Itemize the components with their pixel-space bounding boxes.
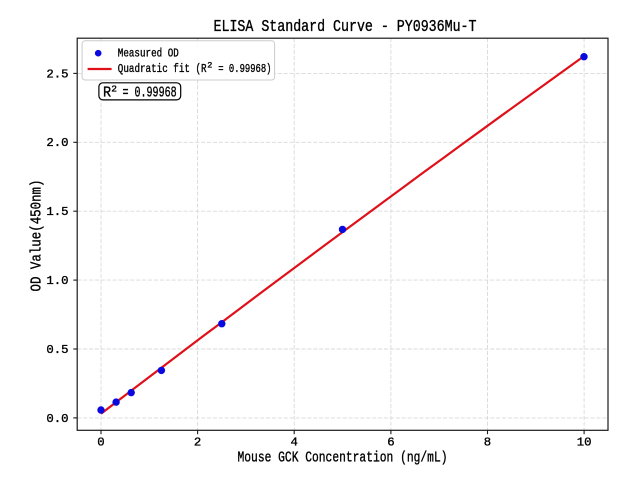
svg-text:2.5: 2.5 [46, 67, 68, 81]
svg-text:2: 2 [194, 436, 201, 450]
svg-text:= 0.99968): = 0.99968) [218, 62, 271, 76]
svg-text:1.0: 1.0 [46, 274, 68, 288]
svg-text:10: 10 [577, 436, 592, 450]
svg-text:6: 6 [387, 436, 394, 450]
svg-text:Quadratic fit (R: Quadratic fit (R [118, 62, 207, 76]
svg-text:= 0.99968: = 0.99968 [123, 85, 177, 101]
svg-text:8: 8 [484, 436, 491, 450]
svg-text:R: R [103, 85, 111, 101]
svg-text:2: 2 [111, 84, 117, 95]
svg-text:OD Value(450nm): OD Value(450nm) [30, 180, 46, 292]
svg-text:Measured OD: Measured OD [118, 46, 179, 60]
svg-text:2: 2 [207, 61, 212, 71]
svg-text:1.5: 1.5 [46, 205, 68, 219]
svg-text:Mouse GCK Concentration (ng/mL: Mouse GCK Concentration (ng/mL) [238, 451, 448, 467]
svg-text:4: 4 [291, 436, 298, 450]
svg-text:0.0: 0.0 [46, 412, 68, 426]
svg-text:ELISA Standard Curve - PY0936M: ELISA Standard Curve - PY0936Mu-T [214, 17, 477, 36]
svg-text:0.5: 0.5 [46, 343, 68, 357]
svg-text:2.0: 2.0 [46, 136, 68, 150]
svg-text:0: 0 [97, 436, 104, 450]
